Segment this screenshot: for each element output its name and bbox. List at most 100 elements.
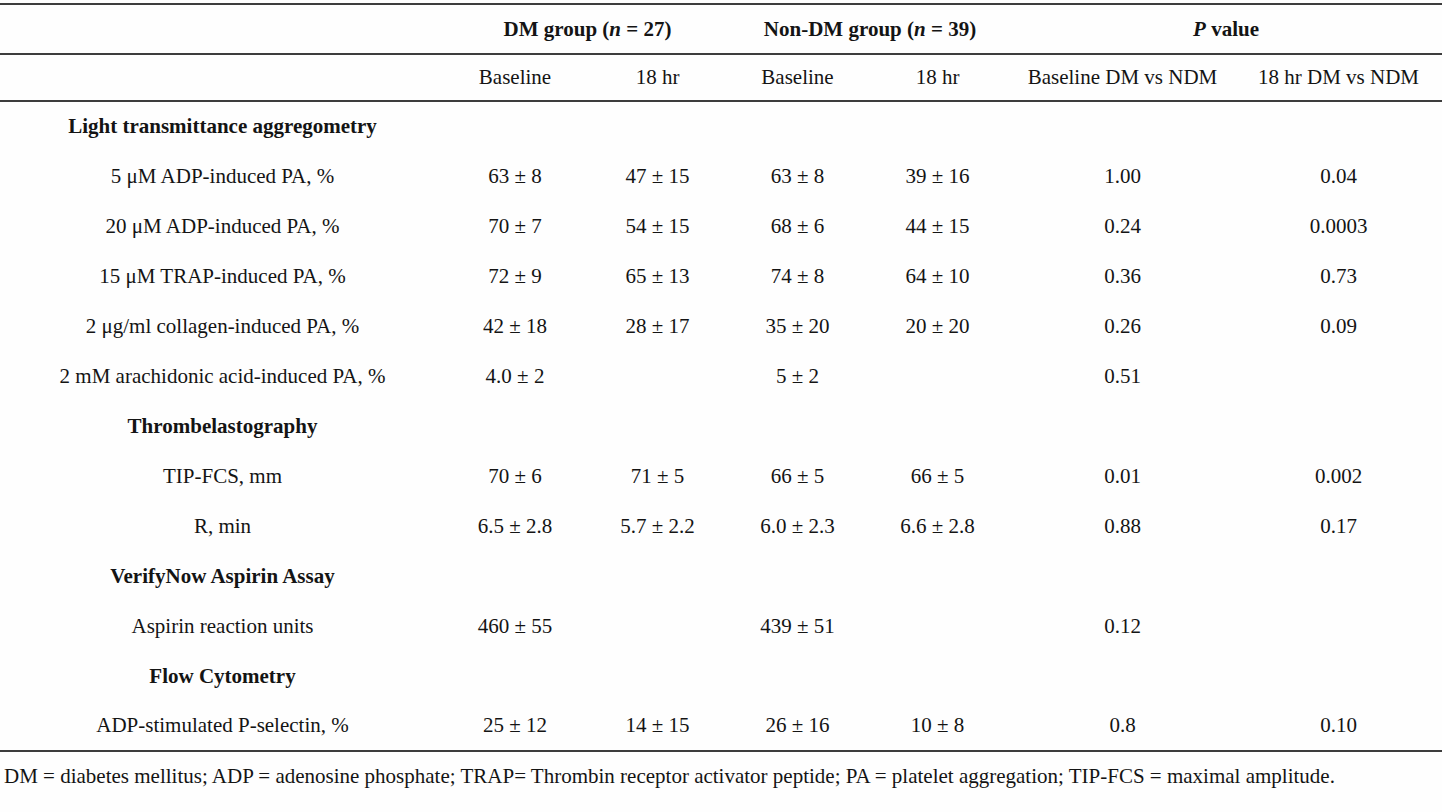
empty-cell <box>865 101 1010 151</box>
cell-value: 65 ± 13 <box>585 251 730 301</box>
cell-value: 68 ± 6 <box>730 201 865 251</box>
cell-value: 0.04 <box>1235 151 1442 201</box>
cell-value: 66 ± 5 <box>730 451 865 501</box>
cell-value: 44 ± 15 <box>865 201 1010 251</box>
dm-group-n: n <box>609 17 621 41</box>
table-footnote: DM = diabetes mellitus; ADP = adenosine … <box>0 752 1442 789</box>
cell-value <box>1235 601 1442 651</box>
table-row: R, min 6.5 ± 2.8 5.7 ± 2.2 6.0 ± 2.3 6.6… <box>0 501 1442 551</box>
empty-cell <box>730 551 865 601</box>
row-label: 2 μg/ml collagen-induced PA, % <box>0 301 445 351</box>
cell-value: 74 ± 8 <box>730 251 865 301</box>
empty-cell <box>585 101 730 151</box>
cell-value: 70 ± 7 <box>445 201 585 251</box>
empty-cell <box>1010 551 1235 601</box>
cell-value: 26 ± 16 <box>730 701 865 751</box>
empty-cell <box>445 101 585 151</box>
cell-value: 0.8 <box>1010 701 1235 751</box>
row-label: 20 μM ADP-induced PA, % <box>0 201 445 251</box>
cell-value: 71 ± 5 <box>585 451 730 501</box>
empty-cell <box>730 101 865 151</box>
cell-value: 0.09 <box>1235 301 1442 351</box>
cell-value: 5.7 ± 2.2 <box>585 501 730 551</box>
section-header-row: VerifyNow Aspirin Assay <box>0 551 1442 601</box>
sub-header-row: Baseline 18 hr Baseline 18 hr Baseline D… <box>0 54 1442 101</box>
empty-cell <box>445 651 585 701</box>
empty-cell <box>585 401 730 451</box>
row-label: 2 mM arachidonic acid-induced PA, % <box>0 351 445 401</box>
cell-value: 66 ± 5 <box>865 451 1010 501</box>
dm-group-header: DM group (n = 27) <box>445 4 730 54</box>
table-row: 2 mM arachidonic acid-induced PA, % 4.0 … <box>0 351 1442 401</box>
p-value-p: P <box>1193 17 1206 41</box>
table-row: 2 μg/ml collagen-induced PA, % 42 ± 18 2… <box>0 301 1442 351</box>
section-label: Thrombelastography <box>0 401 445 451</box>
cell-value <box>585 601 730 651</box>
results-table: DM group (n = 27) Non-DM group (n = 39) … <box>0 3 1442 752</box>
table-row: 5 μM ADP-induced PA, % 63 ± 8 47 ± 15 63… <box>0 151 1442 201</box>
empty-cell <box>445 401 585 451</box>
cell-value: 0.17 <box>1235 501 1442 551</box>
paper-table-figure: DM group (n = 27) Non-DM group (n = 39) … <box>0 0 1442 812</box>
cell-value: 6.5 ± 2.8 <box>445 501 585 551</box>
section-label: Flow Cytometry <box>0 651 445 701</box>
empty-cell <box>1235 651 1442 701</box>
cell-value: 70 ± 6 <box>445 451 585 501</box>
empty-cell <box>1010 101 1235 151</box>
empty-cell <box>1235 401 1442 451</box>
empty-cell <box>1235 101 1442 151</box>
cell-value: 0.51 <box>1010 351 1235 401</box>
group-header-row: DM group (n = 27) Non-DM group (n = 39) … <box>0 4 1442 54</box>
cell-value: 72 ± 9 <box>445 251 585 301</box>
ndm-group-suffix: = 39) <box>926 17 976 41</box>
cell-value <box>1235 351 1442 401</box>
empty-corner-cell <box>0 4 445 54</box>
cell-value: 0.002 <box>1235 451 1442 501</box>
dm-group-prefix: DM group ( <box>504 17 610 41</box>
cell-value: 4.0 ± 2 <box>445 351 585 401</box>
p-value-rest: value <box>1206 17 1259 41</box>
cell-value: 0.12 <box>1010 601 1235 651</box>
cell-value: 39 ± 16 <box>865 151 1010 201</box>
p-baseline-header: Baseline DM vs NDM <box>1010 54 1235 101</box>
cell-value <box>865 601 1010 651</box>
cell-value: 0.88 <box>1010 501 1235 551</box>
cell-value: 0.01 <box>1010 451 1235 501</box>
cell-value: 47 ± 15 <box>585 151 730 201</box>
dm-18hr-header: 18 hr <box>585 54 730 101</box>
cell-value: 6.0 ± 2.3 <box>730 501 865 551</box>
cell-value: 63 ± 8 <box>730 151 865 201</box>
section-label: Light transmittance aggregometry <box>0 101 445 151</box>
ndm-baseline-header: Baseline <box>730 54 865 101</box>
table-row: 15 μM TRAP-induced PA, % 72 ± 9 65 ± 13 … <box>0 251 1442 301</box>
p-value-header: P value <box>1010 4 1442 54</box>
empty-cell <box>585 551 730 601</box>
empty-cell <box>1235 551 1442 601</box>
table-row: TIP-FCS, mm 70 ± 6 71 ± 5 66 ± 5 66 ± 5 … <box>0 451 1442 501</box>
row-label: Aspirin reaction units <box>0 601 445 651</box>
ndm-18hr-header: 18 hr <box>865 54 1010 101</box>
empty-cell <box>730 651 865 701</box>
cell-value: 1.00 <box>1010 151 1235 201</box>
row-label: R, min <box>0 501 445 551</box>
cell-value: 5 ± 2 <box>730 351 865 401</box>
cell-value: 0.0003 <box>1235 201 1442 251</box>
table-row: Aspirin reaction units 460 ± 55 439 ± 51… <box>0 601 1442 651</box>
row-label: 5 μM ADP-induced PA, % <box>0 151 445 201</box>
row-label: 15 μM TRAP-induced PA, % <box>0 251 445 301</box>
non-dm-group-header: Non-DM group (n = 39) <box>730 4 1010 54</box>
cell-value: 0.10 <box>1235 701 1442 751</box>
cell-value: 10 ± 8 <box>865 701 1010 751</box>
cell-value: 0.73 <box>1235 251 1442 301</box>
dm-group-suffix: = 27) <box>621 17 671 41</box>
cell-value: 35 ± 20 <box>730 301 865 351</box>
cell-value: 0.24 <box>1010 201 1235 251</box>
cell-value: 0.36 <box>1010 251 1235 301</box>
section-header-row: Flow Cytometry <box>0 651 1442 701</box>
empty-cell <box>865 401 1010 451</box>
cell-value: 54 ± 15 <box>585 201 730 251</box>
empty-corner-cell <box>0 54 445 101</box>
empty-cell <box>865 551 1010 601</box>
cell-value: 64 ± 10 <box>865 251 1010 301</box>
dm-baseline-header: Baseline <box>445 54 585 101</box>
